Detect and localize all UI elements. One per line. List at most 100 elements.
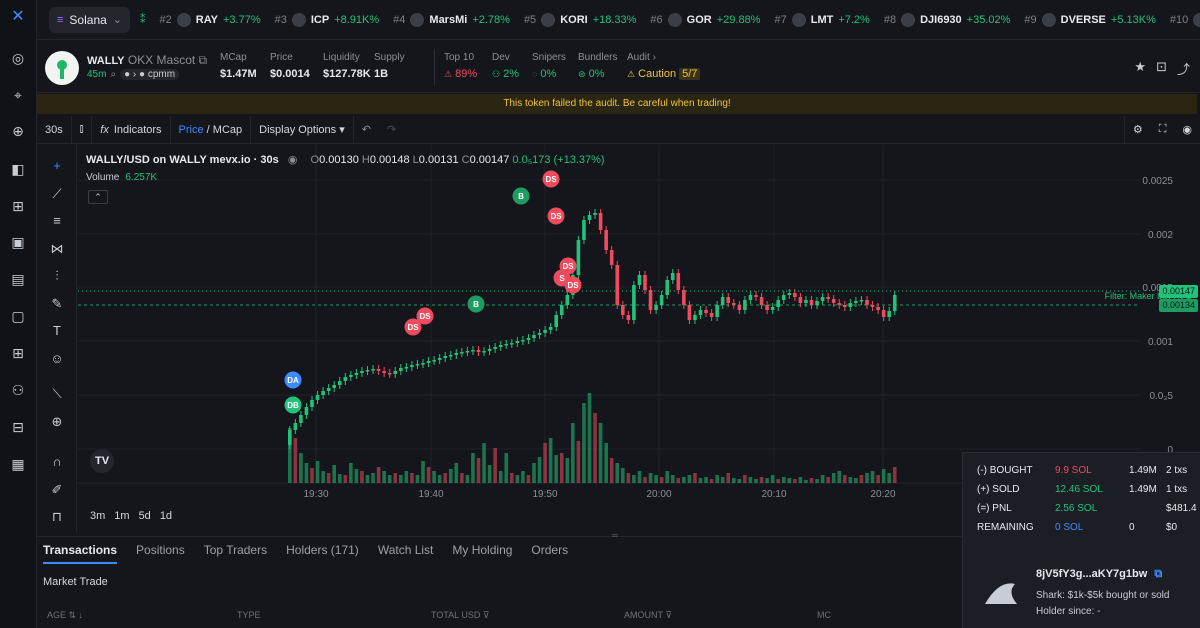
mcap-option[interactable]: MCap [212,123,243,136]
crosshair-tool-icon[interactable]: + [53,158,61,173]
resize-handle[interactable]: ═ [612,531,618,540]
range-button[interactable]: 1m [114,510,130,522]
fib-tool-icon[interactable]: ≡ [53,213,61,228]
star-icon[interactable]: ★ [1134,59,1147,74]
interval-button[interactable]: 30s [37,115,72,144]
bottom-tab[interactable]: Orders [531,543,569,557]
candle-body [337,381,342,385]
audit-stat[interactable]: Dev ⚇ 2% [492,52,519,80]
ticker-item[interactable]: #10KOKOI [1170,12,1200,27]
chain-selector[interactable]: ≡ Solana ⌄ [49,6,131,33]
magnet-tool-icon[interactable]: ∩ [52,454,62,469]
compass-icon[interactable]: ◎ [11,50,25,66]
zoom-tool-icon[interactable]: ⊕ [51,414,63,429]
ticker-item[interactable]: #5 KORI +18.33% [524,12,636,27]
ticker-change: +8.91K% [334,13,380,26]
undo-icon[interactable]: ↶ [361,124,371,136]
ticker-change: +35.02% [966,13,1011,26]
ticker-item[interactable]: #7 LMT +7.2% [774,12,870,27]
crosshair-icon[interactable]: ⊕ [12,123,24,139]
trader-address[interactable]: 8jV5fY3g...aKY7g1bw [1036,568,1148,580]
share-icon[interactable]: ⤴ [1176,62,1190,77]
column-header[interactable]: AGE ⇅ ↓ [47,609,84,620]
audit-stat[interactable]: Bundlers ⊜ 0% [578,52,617,80]
change-value: 0.0₅173 (+13.37%) [512,154,605,166]
wallet-icon[interactable]: ▢ [11,308,25,324]
range-button[interactable]: 5d [138,510,151,522]
save-icon[interactable]: ⊡ [1156,59,1167,74]
candle-style-icon[interactable]: ⫾ [72,115,93,144]
ruler-tool-icon[interactable]: ⟍ [52,386,62,401]
text-tool-icon[interactable]: T [53,323,61,338]
indicators-button[interactable]: fx Indicators [92,115,171,144]
ticker-item[interactable]: #8 DJI6930 +35.02% [884,12,1011,27]
tradingview-logo[interactable]: TV [90,449,114,473]
shark-icon [981,578,1021,608]
redo-icon[interactable]: ↷ [386,124,397,136]
settings-icon[interactable]: ⚙ [1123,115,1151,144]
candle-body [665,280,669,295]
ticker-item[interactable]: #4 MarsMi +2.78% [393,12,510,27]
bottom-tab[interactable]: Watch List [377,543,434,557]
audit-stat[interactable]: Top 10 ⚠ 89% [444,52,477,80]
candle-body [720,297,725,305]
bottom-tab[interactable]: Top Traders [203,543,268,557]
ticker-item[interactable]: #6 GOR +29.88% [650,12,760,27]
volume-bar [304,463,309,483]
emoji-tool-icon[interactable]: ☺ [50,351,64,366]
target-icon[interactable]: ⌖ [14,87,22,103]
grid-icon[interactable]: ⊞ [12,345,24,361]
ticker-item[interactable]: #3 ICP +8.91K% [275,12,380,27]
bottom-tab[interactable]: Positions [136,543,185,557]
channel-tool-icon[interactable]: ⫶ [55,268,59,283]
range-button[interactable]: 3m [90,510,106,522]
stat-label: Supply [374,52,405,63]
column-header[interactable]: TOTAL USD ⊽ [431,609,490,620]
collapse-legend-button[interactable]: ⌃ [88,190,108,204]
chart-canvas[interactable]: 0.0025 0.002 0.0015 0.001 0.0₃5 0 19:30 19:40 19… [78,145,1200,533]
display-options-button[interactable]: Display Options ▾ [251,115,354,144]
token-avatar[interactable] [45,51,79,85]
range-button[interactable]: 1d [159,510,173,522]
eye-icon[interactable]: ◉ [287,154,298,166]
volume-bar [354,469,359,483]
lock-drawing-icon[interactable]: ✐ [51,482,63,497]
column-header[interactable]: AMOUNT ⊽ [624,609,672,620]
search-icon[interactable]: ⌕ [110,69,117,80]
audit-stat[interactable]: Snipers ◌ 0% [532,52,566,80]
gift-icon[interactable]: ⊞ [12,198,24,214]
bottom-tab[interactable]: My Holding [452,543,513,557]
price-chart[interactable]: 0.0025 0.002 0.0015 0.001 0.0₃5 0 19:30 19:40 19… [78,145,1200,533]
column-header[interactable]: TYPE [227,610,421,620]
candle-body [759,297,764,305]
card-icon[interactable]: ▤ [11,271,25,287]
bottom-tab[interactable]: Transactions [43,543,118,564]
reward-icon[interactable]: ⊟ [12,419,24,435]
candle-body [543,330,547,333]
fullscreen-icon[interactable]: ⛶ [1158,123,1167,135]
volume-bar [865,473,869,483]
logo-icon[interactable]: ✕ [11,8,25,25]
users-icon[interactable]: ⚇ [11,382,25,398]
brush-tool-icon[interactable]: ✎ [51,296,63,311]
ticker-item[interactable]: #9 DVERSE +5.13K% [1024,12,1156,27]
audit-label-text: Dev [492,52,510,63]
copy-icon[interactable]: ⧉ [1154,568,1163,580]
pattern-tool-icon[interactable]: ⋈ [50,241,64,256]
bag-icon[interactable]: ◧ [11,161,25,177]
price-mcap-toggle[interactable]: Price / MCap [171,115,252,144]
column-header[interactable]: MC [807,610,962,620]
image-icon[interactable]: ▣ [11,234,25,250]
audit-label-text: Audit [627,52,650,63]
lock-icon[interactable]: ⊓ [51,509,63,524]
camera-icon[interactable]: ◉ [1182,124,1192,136]
copy-icon[interactable]: ⧉ [198,53,208,67]
high-value: 0.00148 [369,154,410,166]
price-option[interactable]: Price [178,123,204,136]
report-icon[interactable]: ▦ [11,456,25,472]
trendline-tool-icon[interactable]: ⟋ [52,186,62,201]
bottom-tab[interactable]: Holders (171) [286,543,359,557]
ticker-item[interactable]: #2 RAY +3.77% [160,12,261,27]
audit-stat[interactable]: Audit › ⚠ Caution 5/7 [627,52,701,80]
candle-body [448,355,453,357]
